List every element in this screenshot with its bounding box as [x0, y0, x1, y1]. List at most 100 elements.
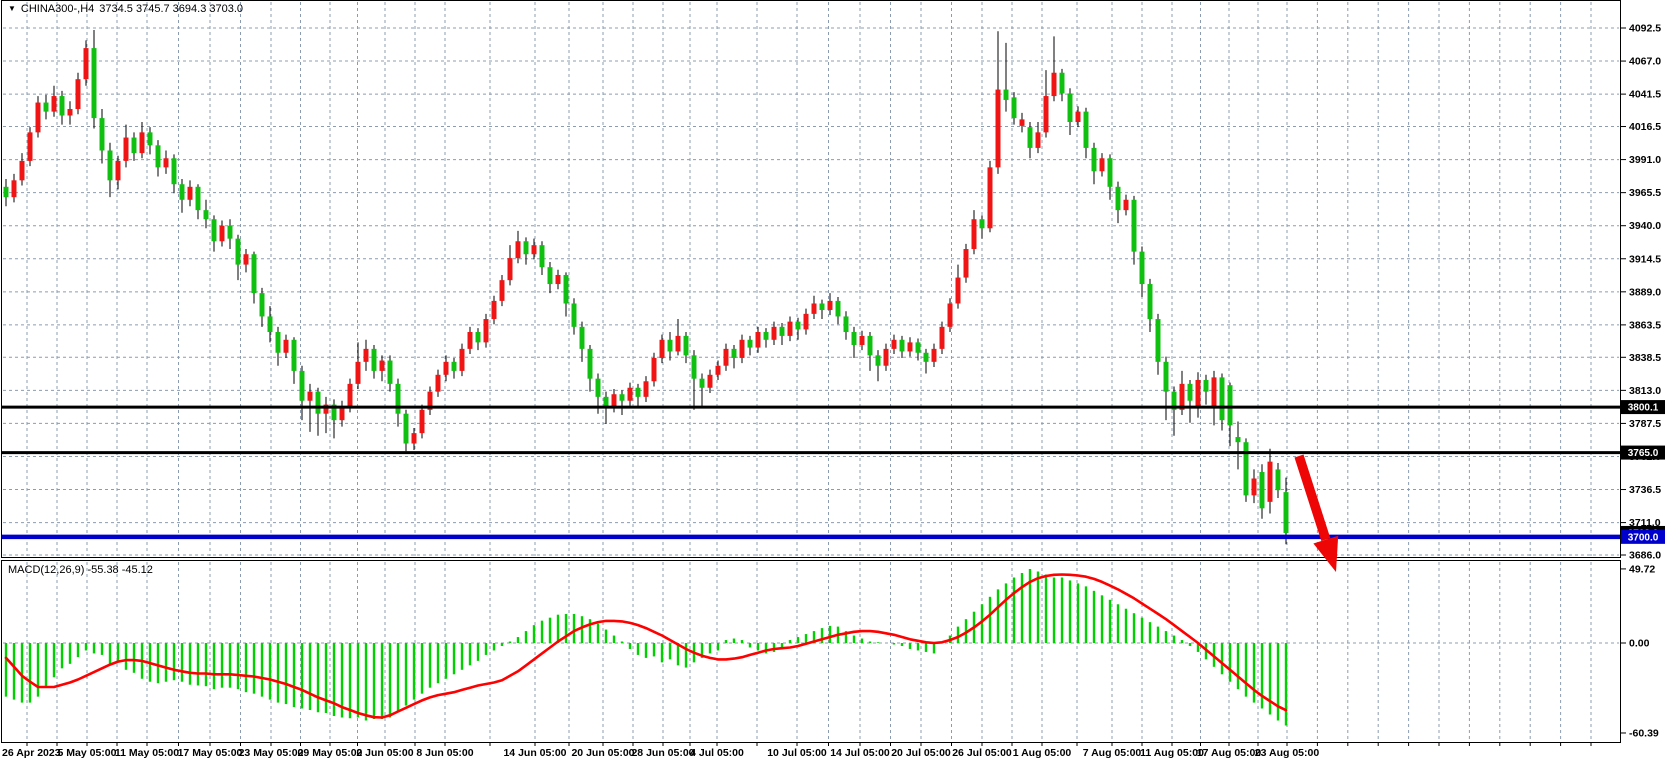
macd-name: MACD(12,26,9)	[8, 564, 85, 576]
candle-body	[1051, 72, 1057, 97]
price-tick-label: 3787.5	[1629, 418, 1661, 430]
candle-body	[755, 332, 761, 348]
candle-body	[251, 254, 257, 294]
price-tick-label: 4092.5	[1629, 23, 1661, 35]
candle-body	[419, 409, 425, 434]
candle-body	[619, 394, 625, 401]
candle-body	[75, 79, 81, 110]
price-axis: 4092.5 4067.0 4041.5 4016.5 3991.0 3965.5 3940…	[1620, 23, 1661, 562]
ohlc-values-label: 3734.5 3745.7 3694.3 3703.0	[99, 3, 244, 15]
candle-body	[915, 342, 921, 353]
symbol-dropdown-icon[interactable]: ▼	[8, 4, 16, 13]
candle-body	[491, 300, 497, 320]
candle-body	[1219, 377, 1225, 421]
candle-body	[1251, 478, 1257, 496]
price-tick-label: 3736.5	[1629, 484, 1661, 496]
candle-body	[699, 378, 705, 388]
price-level-badge-3700.0: 3700.0	[1621, 529, 1665, 544]
candle-body	[819, 303, 825, 310]
candle-body	[979, 219, 985, 229]
time-tick-label: 7 Aug 05:00	[1083, 747, 1142, 759]
price-tick-label: 3991.0	[1629, 154, 1661, 166]
time-tick-label: 20 Jul 05:00	[891, 747, 951, 759]
candle-body	[1067, 93, 1073, 122]
time-tick-label: 4 Jul 05:00	[690, 747, 744, 759]
candle-body	[955, 277, 961, 304]
candle-body	[795, 321, 801, 330]
candle-body	[187, 186, 193, 200]
badge-bg	[1621, 529, 1665, 544]
candle-body	[987, 167, 993, 229]
candle-body	[1123, 199, 1129, 211]
candle-body	[1107, 158, 1113, 187]
candle-body	[859, 335, 865, 345]
price-tick-label: 4041.5	[1629, 89, 1661, 101]
candle-body	[1075, 111, 1081, 122]
candle-body	[531, 245, 537, 255]
candle-body	[1139, 251, 1145, 285]
candle-body	[315, 391, 321, 414]
candle-body	[1155, 319, 1161, 362]
candle-body	[1027, 127, 1033, 148]
candle-body	[1267, 461, 1273, 502]
time-tick-label: 23 May 05:00	[239, 747, 304, 759]
candle-body	[787, 321, 793, 336]
candle-body	[267, 316, 273, 333]
candle-body	[387, 360, 393, 384]
candle-body	[459, 348, 465, 371]
macd-tick-label: 49.72	[1629, 563, 1655, 575]
candle-body	[707, 374, 713, 388]
candle-body	[523, 241, 529, 255]
time-tick-label: 26 Jul 05:00	[952, 747, 1012, 759]
price-tick-label: 3965.5	[1629, 187, 1661, 199]
candle-body	[427, 391, 433, 410]
candle-body	[323, 404, 329, 414]
time-tick-label: 5 May 05:00	[58, 747, 117, 759]
candle-body	[379, 360, 385, 371]
candle-body	[195, 186, 201, 211]
candle-body	[731, 348, 737, 358]
price-level-badge-3765.0: 3765.0	[1621, 445, 1665, 460]
time-tick-label: 14 Jul 05:00	[830, 747, 890, 759]
candle-body	[283, 339, 289, 353]
candle-body	[3, 186, 9, 198]
candle-body	[1227, 385, 1233, 426]
candle-body	[1259, 472, 1265, 509]
sell-arrow-annotation[interactable]	[1294, 454, 1339, 572]
candle-body	[1275, 469, 1281, 491]
price-tick-label: 3838.5	[1629, 352, 1661, 364]
candle-body	[43, 102, 49, 112]
candle-body	[1283, 492, 1289, 533]
candle-body	[131, 137, 137, 154]
macd-values: -55.38 -45.12	[87, 564, 153, 576]
arrow-shaft	[1294, 454, 1331, 542]
candle-body	[1235, 437, 1241, 443]
candle-body	[395, 383, 401, 414]
candle-body	[779, 326, 785, 336]
candle-body	[1187, 383, 1193, 401]
time-tick-label: 2 Jun 05:00	[356, 747, 413, 759]
badge-label: 3800.1	[1628, 403, 1659, 414]
price-level-badge-3800.1: 3800.1	[1621, 400, 1665, 415]
badge-bg	[1621, 400, 1665, 415]
candle-body	[11, 180, 17, 198]
macd-signal-line	[4, 573, 1288, 719]
price-tick-label: 3914.5	[1629, 253, 1661, 265]
time-tick-label: 8 Jun 05:00	[416, 747, 473, 759]
candle-body	[411, 433, 417, 444]
macd-tick-label: 0.00	[1629, 638, 1650, 650]
candle-body	[635, 387, 641, 397]
candle-body	[923, 352, 929, 362]
price-tick-label: 3686.0	[1629, 550, 1661, 562]
candle-body	[571, 303, 577, 327]
candle-body	[875, 355, 881, 366]
time-tick-label: 17 May 05:00	[178, 747, 243, 759]
time-tick-label: 11 Aug 05:00	[1140, 747, 1204, 759]
candle-body	[115, 160, 121, 181]
candle-body	[1035, 132, 1041, 148]
candle-body	[555, 274, 561, 285]
candle-body	[963, 249, 969, 278]
candle-body	[339, 407, 345, 421]
